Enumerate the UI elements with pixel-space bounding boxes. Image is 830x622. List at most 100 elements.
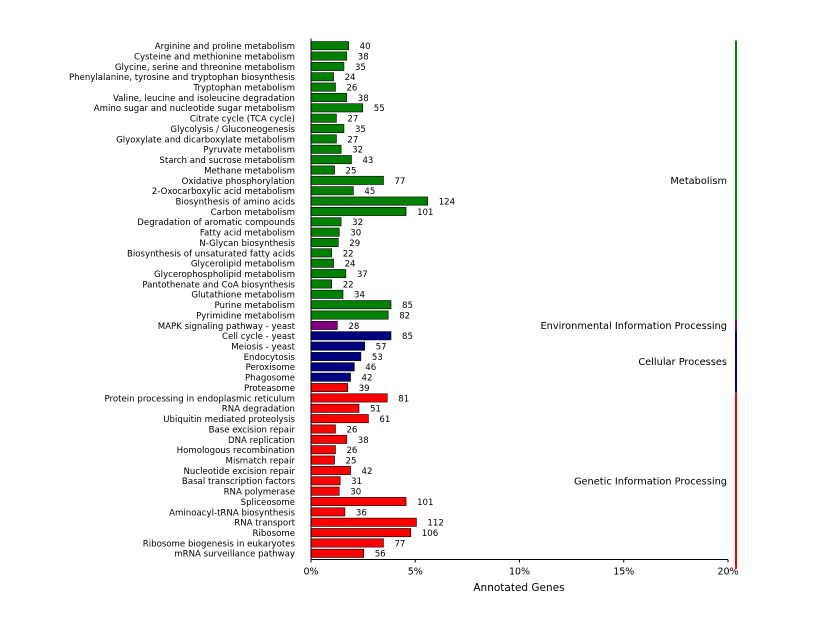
- value-label: 24: [345, 73, 356, 83]
- bar-starch-and-sucrose-metabolism: [310, 155, 352, 165]
- category-label: Base excision repair: [209, 425, 296, 435]
- bar-ubiquitin-mediated-proteolysis: [310, 414, 369, 424]
- value-label: 40: [360, 42, 371, 52]
- value-label: 43: [362, 156, 373, 166]
- category-label: Mismatch repair: [226, 456, 296, 466]
- category-label: Ubiquitin mediated proteolysis: [163, 415, 295, 425]
- category-label: Protein processing in endoplasmic reticu…: [105, 394, 295, 404]
- category-label: Proteasome: [244, 384, 295, 394]
- category-label: Endocytosis: [244, 353, 296, 363]
- category-label: 2-Oxocarboxylic acid metabolism: [152, 187, 295, 197]
- value-label: 81: [398, 394, 409, 404]
- value-label: 26: [346, 425, 357, 435]
- value-label: 101: [417, 498, 433, 508]
- value-label: 53: [372, 353, 383, 363]
- bar-arginine-and-proline-metabolism: [310, 41, 349, 51]
- bar-homologous-recombination: [310, 445, 336, 455]
- category-label: DNA replication: [228, 436, 295, 446]
- category-label: Glycerolipid metabolism: [191, 260, 295, 270]
- category-label: Glyoxylate and dicarboxylate metabolism: [116, 135, 295, 145]
- category-label: Peroxisome: [246, 363, 295, 373]
- category-label: Ribosome biogenesis in eukaryotes: [143, 539, 296, 549]
- bar-carbon-metabolism: [310, 207, 407, 216]
- bar-glutathione-metabolism: [310, 289, 344, 299]
- value-label: 27: [347, 135, 358, 145]
- value-label: 77: [394, 539, 405, 549]
- bar-glycine-serine-and-threonine-metabolism: [310, 61, 345, 71]
- group-label: Metabolism: [670, 176, 727, 187]
- category-label: mRNA surveillance pathway: [174, 550, 295, 560]
- bar-degradation-of-aromatic-compounds: [310, 217, 342, 227]
- category-label: Nucleotide excision repair: [183, 467, 295, 477]
- bar-mrna-surveillance-pathway: [310, 548, 365, 558]
- value-label: 85: [402, 332, 413, 342]
- bar-purine-metabolism: [310, 300, 392, 310]
- category-label: Pantothenate and CoA biosynthesis: [142, 280, 295, 290]
- bar-pyruvate-metabolism: [310, 144, 342, 154]
- bar-2-oxocarboxylic-acid-metabolism: [310, 186, 354, 196]
- value-label: 36: [356, 508, 367, 518]
- category-label: Citrate cycle (TCA cycle): [190, 115, 295, 125]
- value-label: 22: [343, 249, 354, 259]
- category-label: Homologous recombination: [177, 446, 295, 456]
- value-label: 39: [359, 384, 370, 394]
- bar-rna-degradation: [310, 403, 360, 413]
- category-label: RNA polymerase: [224, 488, 295, 498]
- group-label: Genetic Information Processing: [574, 476, 727, 487]
- category-label: Pyrimidine metabolism: [196, 311, 295, 321]
- value-label: 32: [352, 218, 363, 228]
- value-label: 55: [374, 104, 385, 114]
- category-label: RNA degradation: [222, 405, 295, 415]
- bar-n-glycan-biosynthesis: [310, 238, 339, 247]
- x-tick-label: 5%: [408, 567, 423, 578]
- bar-mapk-signaling-pathway-yeast: [310, 320, 338, 330]
- category-label: MAPK signaling pathway - yeast: [158, 322, 296, 332]
- category-label: Fatty acid metabolism: [200, 229, 295, 239]
- bar-biosynthesis-of-amino-acids: [310, 196, 429, 206]
- bar-glycerolipid-metabolism: [310, 258, 334, 268]
- category-label: Amino sugar and nucleotide sugar metabol…: [94, 104, 295, 114]
- bar-fatty-acid-metabolism: [310, 227, 340, 237]
- category-label: Purine metabolism: [215, 301, 296, 311]
- value-label: 26: [346, 84, 357, 94]
- value-label: 25: [346, 456, 357, 466]
- bar-ribosome-biogenesis-in-eukaryotes: [310, 538, 384, 548]
- bar-ribosome: [310, 528, 412, 538]
- category-label: Pyruvate metabolism: [203, 146, 295, 156]
- value-label: 124: [439, 197, 455, 207]
- bar-rna-transport: [310, 517, 417, 527]
- value-label: 77: [394, 177, 405, 187]
- bar-glycolysis-gluconeogenesis: [310, 124, 345, 134]
- bar-oxidative-phosphorylation: [310, 175, 384, 185]
- category-label: Oxidative phosphorylation: [182, 177, 295, 187]
- category-label: Starch and sucrose metabolism: [159, 156, 295, 166]
- category-label: Glycolysis / Gluconeogenesis: [170, 125, 295, 135]
- value-label: 25: [346, 166, 357, 176]
- value-label: 38: [358, 52, 369, 62]
- category-label: Biosynthesis of unsaturated fatty acids: [127, 249, 296, 259]
- category-label: Methane metabolism: [204, 166, 295, 176]
- value-label: 42: [362, 374, 373, 384]
- bar-cysteine-and-methionine-metabolism: [310, 51, 348, 61]
- bar-aminoacyl-trna-biosynthesis: [310, 507, 346, 517]
- value-label: 30: [350, 229, 361, 239]
- category-label: Glycerophospholipid metabolism: [154, 270, 295, 280]
- value-label: 45: [364, 187, 375, 197]
- bar-glycerophospholipid-metabolism: [310, 269, 347, 279]
- value-label: 38: [358, 436, 369, 446]
- value-label: 51: [370, 405, 381, 415]
- category-label: Glutathione metabolism: [191, 291, 295, 301]
- bar-pyrimidine-metabolism: [310, 310, 389, 320]
- category-label: Phagosome: [245, 374, 295, 384]
- value-label: 38: [358, 94, 369, 104]
- value-label: 57: [376, 343, 387, 353]
- category-label: N-Glycan biosynthesis: [199, 239, 295, 249]
- bar-proteasome: [310, 383, 349, 393]
- x-tick-label: 10%: [509, 567, 530, 578]
- category-label: Degradation of aromatic compounds: [137, 218, 295, 228]
- value-label: 37: [357, 270, 368, 280]
- bar-basal-transcription-factors: [310, 476, 341, 486]
- value-label: 30: [350, 488, 361, 498]
- bar-base-excision-repair: [310, 424, 336, 434]
- category-label: Arginine and proline metabolism: [155, 42, 295, 52]
